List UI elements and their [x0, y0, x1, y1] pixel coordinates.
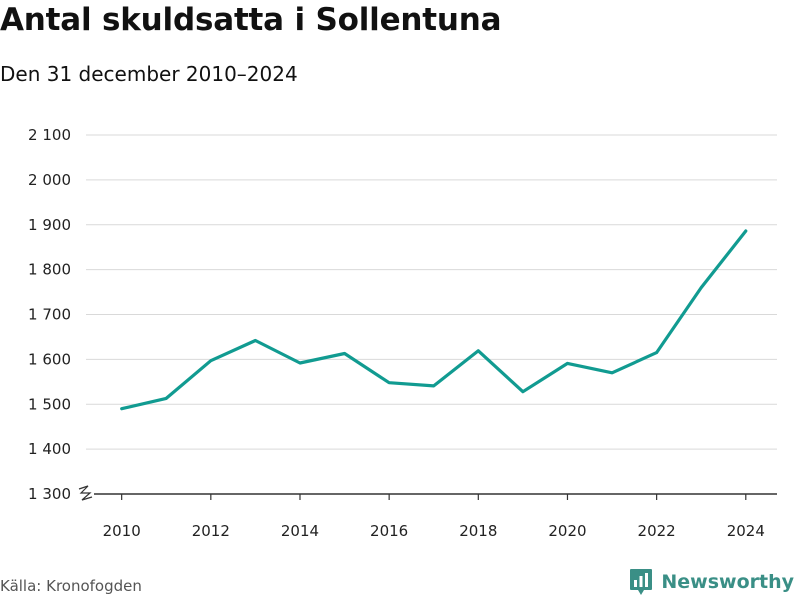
grid-lines: [86, 134, 777, 450]
y-tick-label: 1 800: [28, 261, 71, 279]
y-tick-label: 1 700: [28, 306, 71, 324]
data-point: [521, 390, 525, 393]
data-point: [655, 351, 658, 354]
data-point: [432, 384, 435, 388]
x-tick-label: 2024: [727, 522, 765, 540]
x-tick-label: 2018: [459, 522, 497, 540]
source-note: Källa: Kronofogden: [0, 577, 142, 595]
data-point: [566, 362, 569, 365]
y-tick-label: 1 600: [28, 350, 71, 368]
data-point: [165, 397, 168, 400]
data-point: [298, 361, 302, 365]
data-point: [120, 407, 123, 410]
x-tick-label: 2022: [638, 522, 676, 540]
data-point: [700, 286, 703, 289]
chart-subtitle: Den 31 december 2010–2024: [0, 62, 298, 86]
x-tick-label: 2010: [103, 522, 141, 540]
line-chart: 1 300 1 400 1 500 1 600 1 700 1 800 1 900 2 000…: [28, 126, 777, 540]
chart-title: Antal skuldsatta i Sollentuna: [0, 2, 502, 38]
data-point: [209, 359, 212, 362]
bar-chart-logo-icon: [630, 569, 653, 595]
brand-name: Newsworthy: [661, 571, 794, 593]
data-point: [744, 229, 747, 233]
axes: [78, 485, 777, 501]
axis-break-icon: [78, 485, 93, 501]
x-tick-label: 2020: [548, 522, 586, 540]
series-lines: [120, 229, 748, 411]
y-tick-label: 1 400: [28, 440, 71, 458]
y-tick-label: 2 000: [28, 171, 71, 189]
y-tick-label: 1 900: [28, 216, 71, 234]
series-line: [120, 229, 748, 411]
y-tick-label: 1 500: [28, 395, 71, 413]
data-point: [477, 349, 480, 352]
y-axis-labels: 1 300 1 400 1 500 1 600 1 700 1 800 1 900 2 000…: [28, 126, 71, 503]
x-tick-label: 2016: [370, 522, 408, 540]
y-tick-label: 2 100: [28, 126, 71, 144]
x-tick-label: 2014: [281, 522, 319, 540]
data-point: [254, 339, 257, 342]
x-axis-labels: 2010 2012 2014 2016 2018 2020 2022 2024: [103, 522, 765, 540]
x-tick-label: 2012: [192, 522, 230, 540]
brand: Newsworthy: [629, 568, 794, 596]
y-tick-label: 1 300: [28, 485, 71, 503]
data-point: [610, 371, 614, 374]
data-point: [343, 352, 346, 355]
data-point: [387, 381, 391, 384]
